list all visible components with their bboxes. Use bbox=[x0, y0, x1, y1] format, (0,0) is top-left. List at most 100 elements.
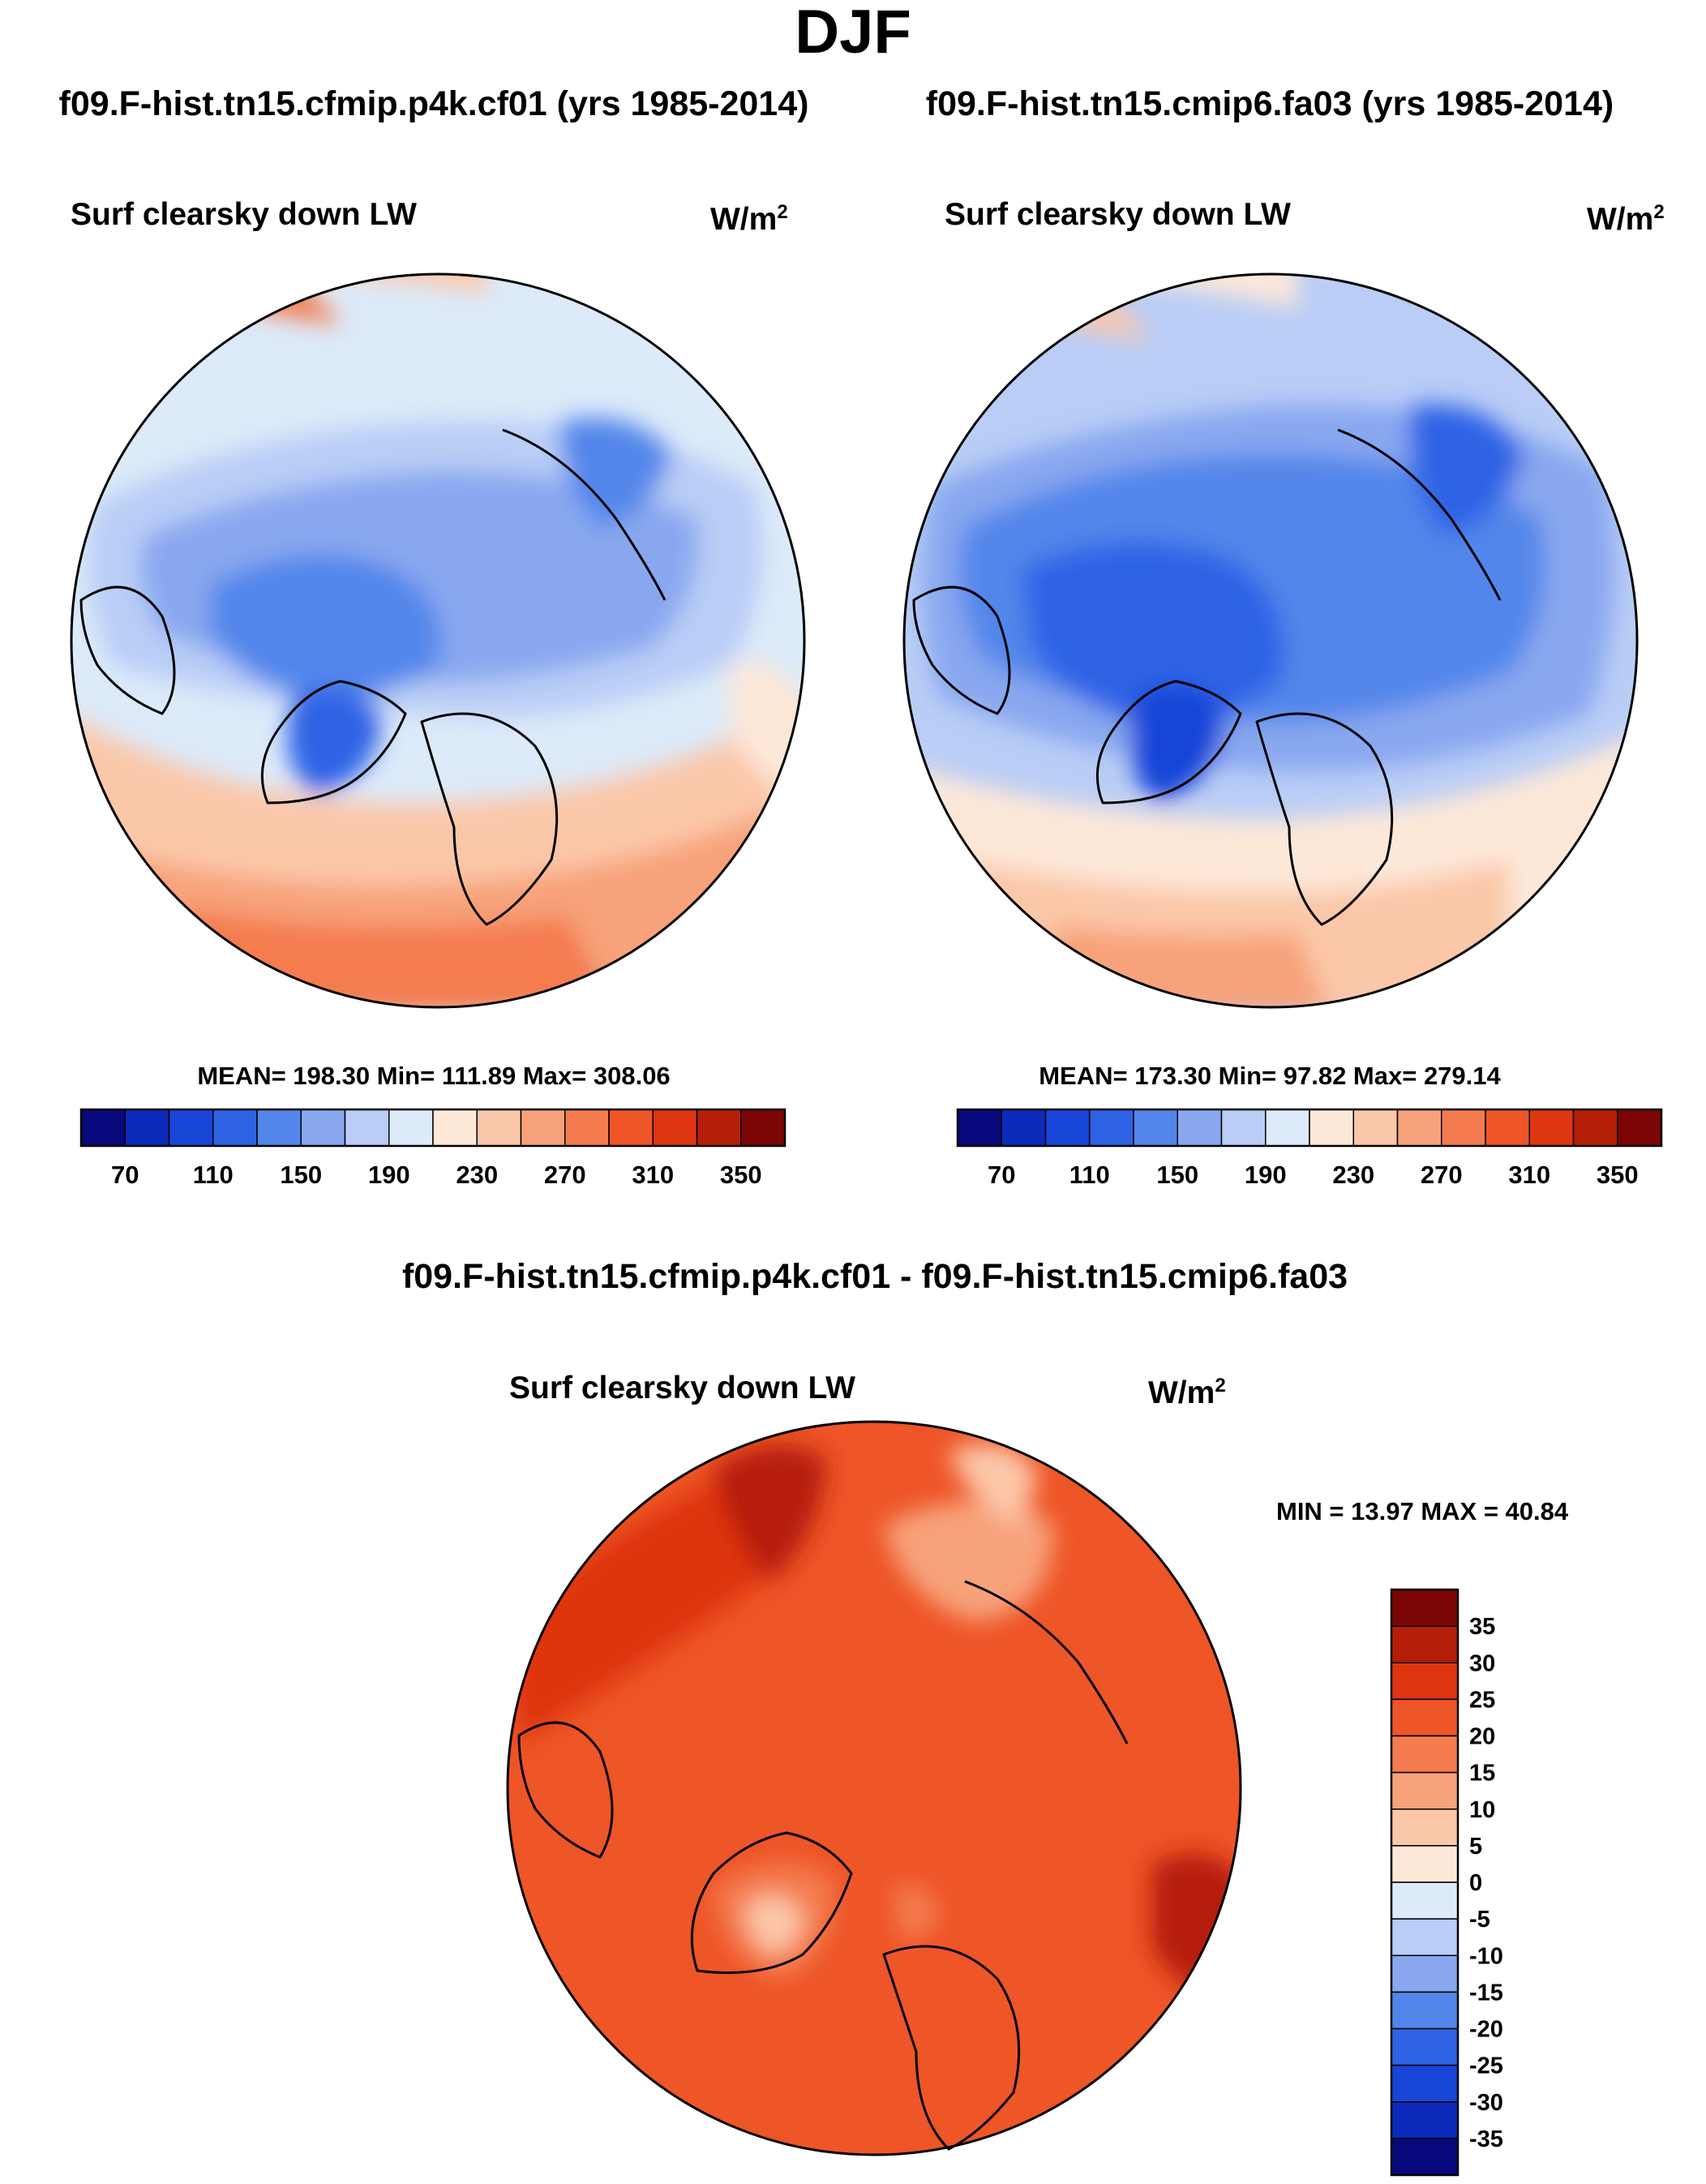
colorbar-panel2-tick-label: 270 bbox=[1421, 1161, 1463, 1189]
diff-stats: MIN = 13.97 MAX = 40.84 bbox=[1276, 1497, 1569, 1525]
colorbar-diff-tick-label: -20 bbox=[1469, 2017, 1503, 2043]
colorbar-panel2-swatch bbox=[1617, 1109, 1662, 1147]
colorbar-panel1-tick-label: 150 bbox=[280, 1161, 322, 1189]
colorbar-panel2-swatch bbox=[1572, 1109, 1618, 1147]
colorbar-panel2-swatch bbox=[1396, 1109, 1442, 1147]
panel1-title: f09.F-hist.tn15.cfmip.p4k.cf01 (yrs 1985… bbox=[58, 84, 809, 123]
colorbar-diff-tick-label: 35 bbox=[1469, 1614, 1495, 1640]
region-c-spot bbox=[892, 1885, 941, 1940]
colorbar-panel2-tick-label: 110 bbox=[1069, 1161, 1110, 1189]
diff-units: W/m2 bbox=[1148, 1375, 1226, 1410]
colorbar-diff-tick-label: -35 bbox=[1469, 2126, 1503, 2152]
colorbar-diff-swatch bbox=[1391, 1735, 1459, 1774]
panel2-units: W/m2 bbox=[1587, 201, 1665, 237]
colorbar-panel2-swatch bbox=[957, 1109, 1002, 1147]
coastline-a-siberia bbox=[502, 428, 667, 601]
colorbar-panel2-swatch bbox=[1001, 1109, 1047, 1147]
colorbar-diff-tick-label: -5 bbox=[1469, 1907, 1490, 1933]
region-c-east1 bbox=[884, 1500, 1054, 1622]
colorbar-panel2-swatch bbox=[1485, 1109, 1530, 1147]
colorbar-panel1-swatch bbox=[740, 1109, 786, 1147]
colorbar-panel1-swatch bbox=[300, 1109, 346, 1147]
colorbar-diff-swatch bbox=[1391, 1991, 1459, 2030]
colorbar-diff-tick-label: 0 bbox=[1469, 1870, 1482, 1896]
colorbar-diff-swatch bbox=[1391, 1625, 1459, 1663]
region-a-cold3 bbox=[211, 555, 441, 699]
diff-title: f09.F-hist.tn15.cfmip.p4k.cf01 - f09.F-h… bbox=[401, 1257, 1348, 1296]
colorbar-panel1-swatch bbox=[696, 1109, 742, 1147]
panel2-variable: Surf clearsky down LW bbox=[945, 197, 1291, 232]
colorbar-panel1-tick-label: 350 bbox=[720, 1161, 762, 1189]
colorbar-diff-swatch bbox=[1391, 1954, 1459, 1993]
colorbar-panel2-tick-label: 190 bbox=[1245, 1161, 1287, 1189]
coastline-b-greenland bbox=[1095, 680, 1242, 805]
colorbar-panel2-swatch bbox=[1177, 1109, 1223, 1147]
panel1-stats: MEAN= 198.30 Min= 111.89 Max= 308.06 bbox=[197, 1062, 671, 1090]
coastline-a-eurasia bbox=[420, 712, 559, 926]
colorbar-panel1-tick-label: 310 bbox=[632, 1161, 674, 1189]
colorbar-panel1-swatch bbox=[388, 1109, 434, 1147]
colorbar-diff-tick-label: 25 bbox=[1469, 1687, 1495, 1713]
coastline-a-canada bbox=[79, 586, 176, 715]
coastline-b-canada bbox=[912, 586, 1011, 715]
colorbar-diff-swatch bbox=[1391, 1698, 1459, 1737]
colorbar-panel1-swatch bbox=[432, 1109, 478, 1147]
colorbar-panel1-swatch bbox=[564, 1109, 610, 1147]
map-panel2-boundary bbox=[902, 272, 1639, 1009]
colorbar-panel1-swatch bbox=[476, 1109, 522, 1147]
colorbar-panel2-swatch bbox=[1441, 1109, 1486, 1147]
map-diff-boundary bbox=[506, 1420, 1242, 2156]
colorbar-panel1-tick-label: 230 bbox=[456, 1161, 498, 1189]
map-panel1 bbox=[71, 274, 804, 1007]
colorbar-diff-tick-label: -25 bbox=[1469, 2053, 1503, 2079]
colorbar-diff-swatch bbox=[1391, 2027, 1459, 2066]
region-b-pac2 bbox=[957, 284, 1151, 341]
region-b-cold3 bbox=[1022, 541, 1284, 723]
colorbar-panel2-frame bbox=[956, 1108, 1663, 1148]
colorbar-diff-swatch bbox=[1391, 1589, 1459, 1627]
colorbar-diff-swatch bbox=[1391, 1771, 1459, 1810]
region-a-siberia bbox=[559, 418, 673, 527]
diff-variable: Surf clearsky down LW bbox=[509, 1371, 855, 1405]
coastline-b-siberia bbox=[1337, 428, 1502, 601]
colorbar-diff-tick-label: 30 bbox=[1469, 1650, 1495, 1676]
season-title: DJF bbox=[795, 0, 911, 67]
colorbar-panel1-tick-label: 190 bbox=[368, 1161, 410, 1189]
coastline-b-eurasia bbox=[1255, 712, 1394, 926]
region-b-greenland bbox=[1130, 684, 1224, 803]
colorbar-diff-swatch bbox=[1391, 1918, 1459, 1956]
colorbar-diff-swatch bbox=[1391, 2064, 1459, 2103]
colorbar-panel1-swatch bbox=[344, 1109, 390, 1147]
map-panel1-boundary bbox=[70, 272, 806, 1009]
region-b-warm3 bbox=[1054, 925, 1330, 1007]
colorbar-panel2-swatch bbox=[1265, 1109, 1310, 1147]
region-a-pac2 bbox=[122, 274, 341, 324]
colorbar-panel2-swatch bbox=[1044, 1109, 1091, 1147]
region-c-west bbox=[508, 1460, 785, 1744]
colorbar-diff-swatch bbox=[1391, 2138, 1459, 2176]
panel2-stats: MEAN= 173.30 Min= 97.82 Max= 279.14 bbox=[1039, 1062, 1501, 1090]
colorbar-diff-swatch bbox=[1391, 2101, 1459, 2139]
map-diff bbox=[508, 1422, 1241, 2155]
colorbar-panel1-swatch bbox=[608, 1109, 654, 1147]
colorbar-panel2-swatch bbox=[1220, 1109, 1267, 1147]
region-a-greenland bbox=[287, 688, 381, 795]
colorbar-diff-tick-label: 10 bbox=[1469, 1797, 1495, 1823]
colorbar-panel2-swatch bbox=[1352, 1109, 1399, 1147]
colorbar-panel1-swatch bbox=[124, 1109, 170, 1147]
colorbar-panel2-swatch bbox=[1089, 1109, 1134, 1147]
region-c-greenland2 bbox=[746, 1895, 803, 1954]
colorbar-panel1-frame bbox=[79, 1108, 787, 1148]
colorbar-panel2: 70 110 150 190 230 270 310 350 bbox=[956, 1108, 1663, 1189]
colorbar-panel2-swatch bbox=[1309, 1109, 1354, 1147]
colorbar-panel1: 70 110 150 190 230 270 310 350 bbox=[79, 1108, 787, 1189]
colorbar-panel2-tick-label: 350 bbox=[1597, 1161, 1639, 1189]
colorbar-diff: 35 30 25 20 15 10 5 0 -5 -10 -15 -20 -25 -30 -35 bbox=[1390, 1588, 1503, 2177]
colorbar-diff-tick-label: -30 bbox=[1469, 2090, 1503, 2116]
colorbar-diff-swatch bbox=[1391, 1662, 1459, 1701]
region-c-east2 bbox=[949, 1444, 1038, 1525]
colorbar-panel2-tick-label: 70 bbox=[988, 1161, 1015, 1189]
coastline-a-greenland bbox=[260, 680, 407, 805]
colorbar-diff-tick-label: -15 bbox=[1469, 1980, 1503, 2006]
map-panel2 bbox=[904, 274, 1637, 1007]
